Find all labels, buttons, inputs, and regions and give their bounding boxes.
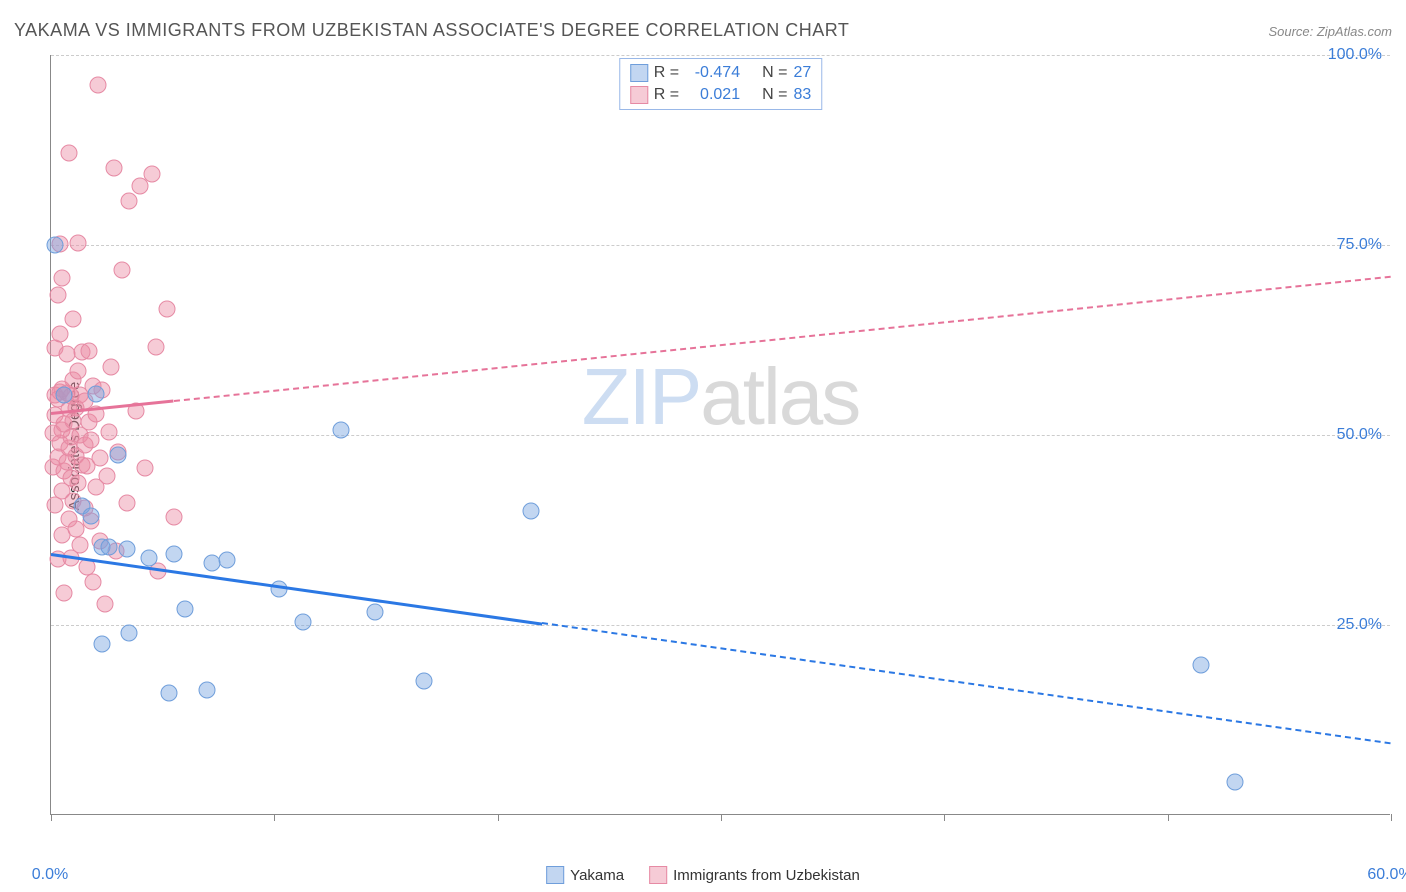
x-tick-label: 60.0% [1367, 866, 1406, 884]
legend-series-label: Yakama [570, 867, 624, 884]
point-series-b [165, 509, 182, 526]
r-label: R = [654, 84, 679, 106]
legend-series-item: Yakama [546, 866, 624, 884]
chart-plot-area: ZIPatlas R = -0.474 N = 27 R = 0.021 N = 83 25.… [50, 55, 1390, 815]
trendline-b-dashed [174, 275, 1391, 401]
point-series-b [118, 495, 135, 512]
n-value: 27 [793, 62, 811, 84]
x-tick [1391, 814, 1392, 821]
watermark: ZIPatlas [582, 351, 859, 443]
y-tick-label: 50.0% [1337, 426, 1382, 444]
y-tick-label: 75.0% [1337, 236, 1382, 254]
point-series-b [72, 537, 89, 554]
point-series-a [161, 685, 178, 702]
point-series-b [80, 343, 97, 360]
point-series-a [165, 545, 182, 562]
point-series-b [159, 300, 176, 317]
point-series-a [295, 613, 312, 630]
series-legend: Yakama Immigrants from Uzbekistan [546, 866, 860, 884]
point-series-b [51, 325, 68, 342]
point-series-a [47, 237, 64, 254]
watermark-atlas: atlas [700, 352, 859, 441]
source-label: Source: ZipAtlas.com [1268, 24, 1392, 39]
gridline-h [51, 435, 1390, 436]
x-tick [274, 814, 275, 821]
watermark-zip: ZIP [582, 352, 700, 441]
point-series-a [203, 554, 220, 571]
point-series-b [103, 358, 120, 375]
point-series-b [147, 338, 164, 355]
r-label: R = [654, 62, 679, 84]
legend-stat-row: R = -0.474 N = 27 [630, 62, 811, 84]
x-tick-label: 0.0% [32, 866, 68, 884]
n-label: N = [762, 62, 787, 84]
point-series-a [56, 386, 73, 403]
point-series-b [69, 235, 86, 252]
point-series-b [58, 346, 75, 363]
n-value: 83 [793, 84, 811, 106]
x-tick [51, 814, 52, 821]
point-series-b [69, 474, 86, 491]
point-series-b [121, 192, 138, 209]
point-series-a [366, 604, 383, 621]
point-series-a [219, 552, 236, 569]
point-series-b [143, 166, 160, 183]
legend-swatch [546, 866, 564, 884]
x-tick [498, 814, 499, 821]
n-label: N = [762, 84, 787, 106]
legend-series-label: Immigrants from Uzbekistan [673, 867, 860, 884]
trendline-a-dashed [542, 622, 1391, 744]
point-series-a [1193, 657, 1210, 674]
legend-swatch [649, 866, 667, 884]
point-series-a [83, 508, 100, 525]
point-series-b [65, 310, 82, 327]
gridline-h [51, 625, 1390, 626]
legend-series-item: Immigrants from Uzbekistan [649, 866, 860, 884]
point-series-b [56, 585, 73, 602]
point-series-b [85, 573, 102, 590]
x-tick [944, 814, 945, 821]
gridline-h [51, 245, 1390, 246]
point-series-a [101, 538, 118, 555]
point-series-b [114, 262, 131, 279]
legend-swatch [630, 86, 648, 104]
r-value: -0.474 [685, 62, 740, 84]
point-series-a [177, 601, 194, 618]
point-series-b [136, 460, 153, 477]
point-series-a [415, 673, 432, 690]
point-series-b [98, 468, 115, 485]
point-series-b [101, 423, 118, 440]
point-series-b [49, 287, 66, 304]
point-series-b [69, 363, 86, 380]
trendline-a-solid [51, 553, 543, 626]
y-tick-label: 100.0% [1328, 46, 1382, 64]
point-series-a [87, 385, 104, 402]
point-series-a [333, 421, 350, 438]
point-series-a [523, 503, 540, 520]
chart-title: YAKAMA VS IMMIGRANTS FROM UZBEKISTAN ASS… [14, 20, 849, 41]
point-series-b [60, 145, 77, 162]
x-tick [1168, 814, 1169, 821]
point-series-b [89, 77, 106, 94]
x-tick [721, 814, 722, 821]
point-series-a [110, 446, 127, 463]
y-tick-label: 25.0% [1337, 616, 1382, 634]
point-series-a [118, 541, 135, 558]
point-series-a [94, 636, 111, 653]
point-series-b [96, 595, 113, 612]
point-series-a [199, 681, 216, 698]
point-series-b [92, 449, 109, 466]
point-series-b [105, 160, 122, 177]
gridline-h [51, 55, 1390, 56]
point-series-a [121, 624, 138, 641]
point-series-a [141, 550, 158, 567]
correlation-legend: R = -0.474 N = 27 R = 0.021 N = 83 [619, 58, 822, 110]
r-value: 0.021 [685, 84, 740, 106]
legend-stat-row: R = 0.021 N = 83 [630, 84, 811, 106]
point-series-a [1226, 774, 1243, 791]
point-series-b [83, 431, 100, 448]
point-series-b [67, 521, 84, 538]
legend-swatch [630, 64, 648, 82]
point-series-b [54, 270, 71, 287]
